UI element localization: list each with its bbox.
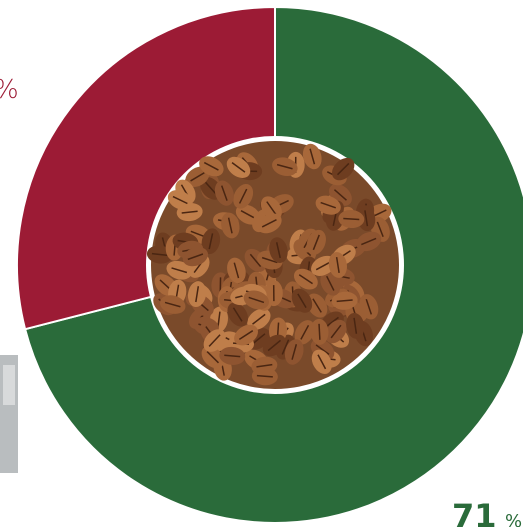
bean-crease <box>315 261 331 271</box>
bean-crease <box>315 344 330 355</box>
bean-crease <box>336 299 353 303</box>
bean-crease <box>330 324 342 339</box>
bean-crease <box>181 210 198 214</box>
bean-crease <box>208 233 214 250</box>
bean-crease <box>343 217 360 221</box>
bean-crease <box>256 363 273 368</box>
bean-crease <box>203 161 219 171</box>
bean-crease <box>187 253 204 261</box>
bean-crease <box>361 237 377 246</box>
bean-crease <box>320 201 337 209</box>
value-label-unit: % <box>505 511 522 527</box>
bean-crease <box>312 298 322 313</box>
photo-fragment-detail <box>3 365 15 405</box>
bean-crease <box>335 256 340 274</box>
bean-crease <box>309 148 316 165</box>
bean-crease <box>317 354 327 370</box>
bean-crease <box>318 323 321 340</box>
bean-crease <box>190 172 205 182</box>
bean-crease <box>333 189 347 201</box>
bean-crease <box>208 334 221 347</box>
bean-crease <box>376 221 384 238</box>
bean-crease <box>227 217 233 234</box>
bean-crease <box>206 351 220 364</box>
bean-crease <box>353 317 358 334</box>
bean-crease <box>195 286 200 303</box>
bean-crease <box>267 339 281 352</box>
bean-crease <box>275 242 281 259</box>
bean-crease <box>238 330 254 341</box>
bean-crease <box>232 307 243 322</box>
bean-crease <box>326 275 335 291</box>
bean-crease <box>261 256 278 264</box>
bean-crease <box>249 253 262 268</box>
bean-crease <box>276 163 293 170</box>
bean-crease <box>266 201 277 216</box>
bean-crease <box>325 316 339 328</box>
bean-crease <box>205 181 217 195</box>
bean-crease <box>281 339 290 355</box>
bean-crease <box>240 210 256 219</box>
bean-crease <box>256 374 273 378</box>
bean-crease <box>171 267 188 274</box>
value-label: 71 <box>452 497 497 527</box>
bean-crease <box>312 234 320 251</box>
bean-crease <box>252 313 266 325</box>
bean-crease <box>300 324 310 340</box>
beans <box>146 143 392 386</box>
bean-crease <box>297 293 307 308</box>
bean-crease <box>164 301 181 308</box>
bean-crease <box>233 262 240 279</box>
bean-crease <box>365 298 373 315</box>
bean-crease <box>172 195 188 205</box>
bean-crease <box>298 274 313 285</box>
bean-crease <box>220 185 228 201</box>
slice <box>23 5 523 524</box>
bean-crease <box>291 344 298 360</box>
bean-crease <box>151 252 168 257</box>
bean-crease <box>261 219 277 228</box>
value-label-unit: % <box>0 75 19 105</box>
bean-crease <box>238 188 248 204</box>
bean-crease <box>336 162 350 176</box>
bean-crease <box>252 333 266 345</box>
bean-crease <box>364 210 369 227</box>
bean-crease <box>231 162 246 173</box>
bean-crease <box>248 296 265 304</box>
bean-crease <box>217 311 221 328</box>
bean-crease <box>224 354 241 358</box>
